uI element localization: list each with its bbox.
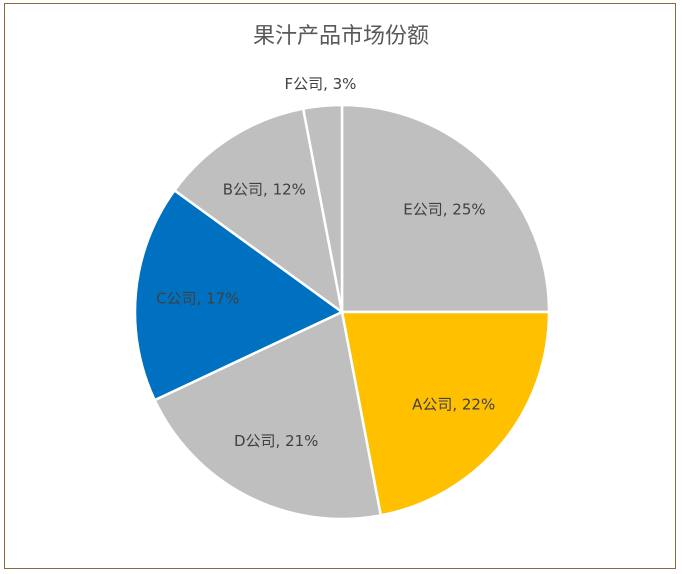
slice-label-5: F公司, 3% bbox=[284, 75, 356, 93]
pie-slice-0 bbox=[340, 103, 551, 314]
slice-label-2: D公司, 21% bbox=[234, 432, 318, 450]
pie-slice-1 bbox=[340, 310, 551, 517]
slice-label-1: A公司, 22% bbox=[412, 395, 495, 413]
pie-slice-4 bbox=[173, 107, 344, 314]
pie-slice-5 bbox=[301, 103, 344, 314]
pie-slice-2 bbox=[153, 310, 383, 521]
slice-label-3: C公司, 17% bbox=[156, 289, 239, 307]
pie-slice-3 bbox=[133, 189, 344, 402]
chart-frame: 果汁产品市场份额 E公司, 25% A公司, 22% D公司, 21% C公司, 17… bbox=[4, 3, 676, 569]
pie-chart: E公司, 25% A公司, 22% D公司, 21% C公司, 17% B公司, 12%… bbox=[133, 75, 551, 521]
slice-label-4: B公司, 12% bbox=[223, 181, 306, 199]
chart-title: 果汁产品市场份额 bbox=[252, 24, 429, 49]
slice-label-0: E公司, 25% bbox=[403, 201, 485, 219]
